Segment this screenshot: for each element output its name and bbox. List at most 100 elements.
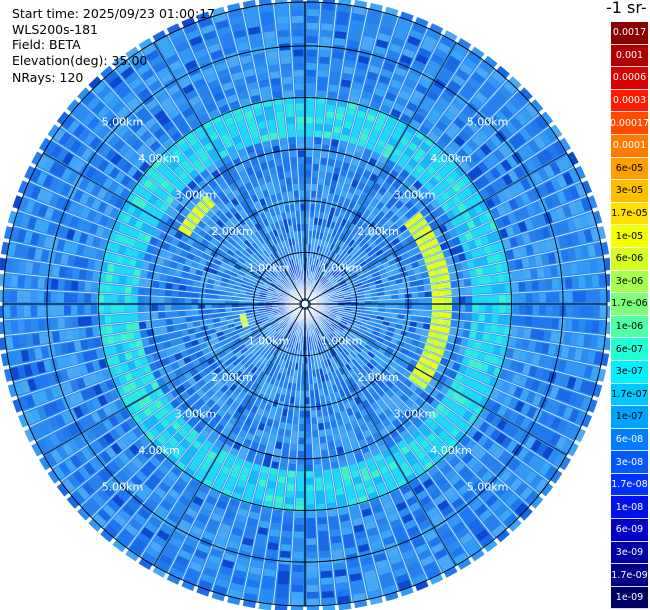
range-gate-cell [309,376,313,384]
range-gate-cell [463,321,472,330]
range-gate-cell [264,404,272,412]
range-gate-cell [520,417,532,430]
range-gate-cell [308,237,312,245]
range-gate-cell [331,542,343,551]
range-gate-cell [368,65,381,75]
range-gate-cell [274,378,280,387]
range-gate-cell [222,443,232,453]
range-gate-cell [427,247,436,256]
range-gate-cell [525,103,539,118]
range-gate-cell [105,379,115,390]
range-gate-cell [275,365,281,373]
range-gate-cell [431,304,439,311]
range-gate-cell [372,416,381,426]
range-gate-cell [287,326,292,333]
range-gate-cell [395,531,408,541]
range-gate-cell [141,261,150,270]
range-gate-cell [530,329,538,340]
range-gate-cell [178,375,187,384]
range-gate-cell [380,104,391,114]
range-gate-cell [319,543,330,552]
range-gate-cell [281,449,289,457]
range-gate-cell [236,274,244,280]
range-gate-cell [127,431,138,442]
range-gate-cell [220,205,229,215]
range-gate-cell [415,53,429,65]
range-gate-cell [560,220,570,234]
range-gate-cell [490,355,499,365]
range-gate-cell [102,484,115,497]
range-gate-cell [92,101,105,115]
range-gate-cell [250,277,258,283]
range-gate-cell [523,269,532,280]
range-gate-cell [279,462,288,471]
range-gate-cell [238,257,246,264]
range-gate-cell [547,252,557,264]
range-gate-cell [339,513,350,522]
range-gate-cell [330,420,338,429]
range-gate-cell [165,318,173,326]
range-gate-cell [173,277,181,284]
range-gate-cell [132,208,143,218]
range-gate-cell [53,252,63,264]
range-gate-cell [192,101,204,112]
range-gate-cell [334,223,340,231]
range-gate-cell [266,276,273,283]
range-gate-cell [146,226,156,235]
range-gate-cell [444,221,454,231]
range-gate-cell [485,101,498,114]
range-gate-cell [63,305,71,316]
range-gate-cell [361,154,370,164]
range-gate-cell [23,364,33,377]
range-gate-cell [306,598,319,606]
range-gate-cell [340,320,348,325]
range-gate-cell [31,202,42,216]
range-gate-cell [280,272,286,279]
range-gate-cell [319,429,326,437]
range-gate-cell [91,282,99,292]
range-gate-cell [334,273,341,279]
range-gate-cell [363,514,374,524]
range-gate-cell [442,249,451,258]
range-gate-cell [192,185,202,195]
range-gate-cell [230,447,239,457]
range-gate-cell [389,318,398,323]
range-gate-cell [382,262,391,269]
range-gate-cell [225,437,235,447]
range-gate-cell [575,411,586,425]
range-gate-cell [270,254,276,261]
range-gate-cell [520,108,533,122]
range-gate-cell [497,405,508,417]
range-gate-cell [72,329,80,340]
range-gate-cell [209,466,219,477]
range-gate-cell [93,337,102,348]
range-gate-cell [425,192,435,203]
range-gate-cell [381,578,395,589]
range-gate-cell [544,196,555,209]
range-gate-cell [251,382,258,391]
range-gate-cell [485,295,493,303]
range-gate-cell [102,177,114,189]
range-gate-cell [385,398,394,408]
range-gate-cell [299,410,305,418]
range-gate-cell [323,330,329,338]
range-gate-cell [408,413,418,423]
range-gate-cell [25,200,36,214]
range-gate-cell [438,304,446,311]
range-gate-cell [499,508,513,522]
range-gate-cell [313,342,317,350]
range-gate-cell [521,339,530,350]
range-gate-cell [176,119,188,130]
range-gate-cell [360,42,373,52]
range-gate-cell [383,351,392,358]
range-gate-cell [152,229,162,238]
range-gate-cell [333,562,346,571]
range-gate-cell [91,360,101,371]
range-gate-cell [349,435,357,444]
range-gate-cell [551,318,560,330]
range-gate-cell [311,183,317,191]
range-gate-cell [329,207,336,215]
range-gate-cell [568,168,580,183]
range-gate-cell [314,470,323,478]
range-gate-cell [358,360,366,369]
